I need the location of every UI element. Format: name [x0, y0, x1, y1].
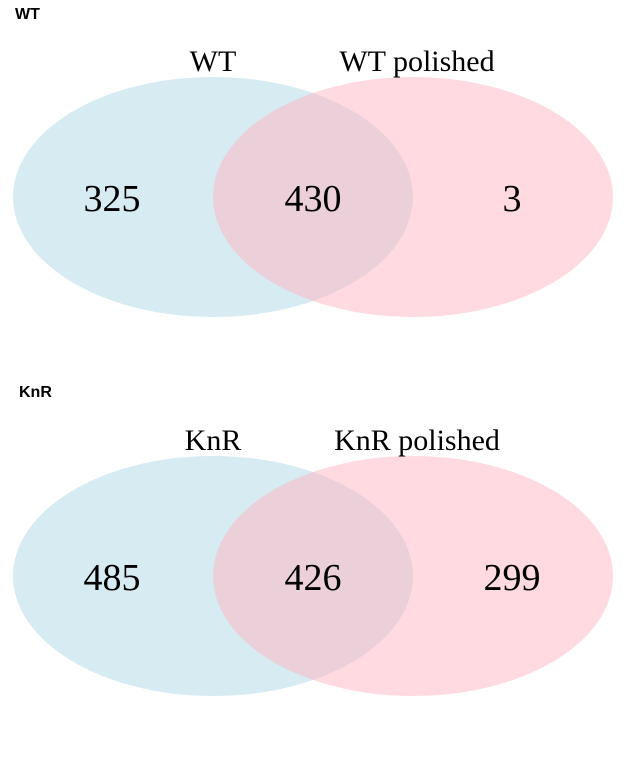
set-a-label: KnR — [185, 424, 242, 457]
count-only-b: 299 — [484, 557, 541, 599]
venn-diagram: WT WT polished 325 430 3 — [13, 45, 613, 317]
count-only-b: 3 — [503, 178, 522, 220]
set-b-label: WT polished — [339, 45, 494, 78]
count-only-a: 485 — [84, 557, 141, 599]
venn-panel-wt: WT WT WT polished 325 430 3 — [13, 6, 613, 317]
venn-panel-knr: KnR KnR KnR polished 485 426 299 — [0, 379, 626, 758]
set-b-ellipse — [213, 77, 613, 317]
panel-tag: KnR — [19, 384, 52, 401]
count-intersection: 426 — [285, 557, 342, 599]
set-b-label: KnR polished — [334, 424, 500, 457]
set-a-label: WT — [190, 45, 237, 78]
count-only-a: 325 — [84, 178, 141, 220]
set-b-ellipse — [213, 456, 613, 696]
panel-tag: WT — [15, 6, 40, 23]
venn-diagram: KnR KnR polished 485 426 299 — [13, 424, 613, 696]
count-intersection: 430 — [285, 178, 342, 220]
